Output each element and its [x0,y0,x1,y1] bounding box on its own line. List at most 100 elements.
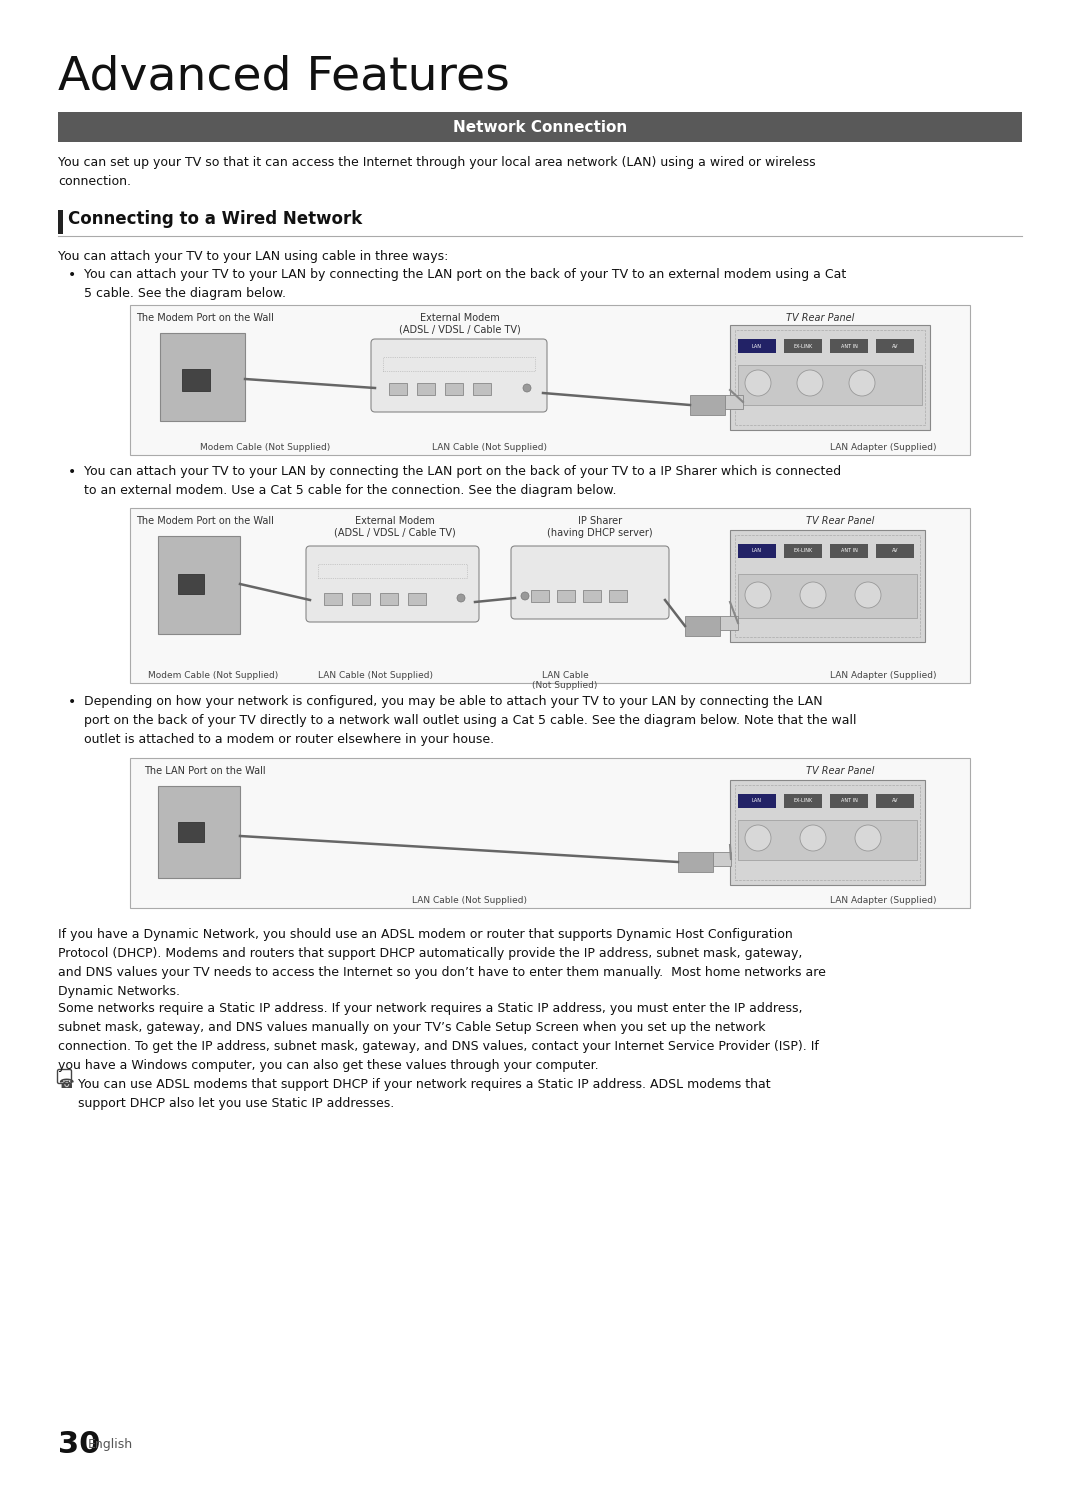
Text: Depending on how your network is configured, you may be able to attach your TV t: Depending on how your network is configu… [84,695,856,746]
Bar [784,793,822,808]
Bar [784,339,822,353]
Circle shape [800,825,826,852]
Text: LAN: LAN [752,548,762,553]
Bar [735,784,920,880]
Text: IP Sharer
(having DHCP server): IP Sharer (having DHCP server) [548,515,652,538]
Text: •: • [68,465,77,480]
Bar [531,590,549,602]
Bar [685,616,720,636]
Circle shape [745,825,771,852]
Bar [738,574,917,619]
Text: EX-LINK: EX-LINK [794,344,812,348]
Bar [784,544,822,557]
Bar [876,339,914,353]
Bar [730,780,924,884]
Bar [876,793,914,808]
Text: ANT IN: ANT IN [840,344,858,348]
Text: ANT IN: ANT IN [840,548,858,553]
Bar [130,757,970,908]
Bar [831,544,868,557]
Circle shape [855,825,881,852]
Text: Modem Cable (Not Supplied): Modem Cable (Not Supplied) [148,671,279,680]
Bar [713,852,731,867]
Bar [158,536,240,633]
Text: EX-LINK: EX-LINK [794,548,812,553]
Text: LAN Adapter (Supplied): LAN Adapter (Supplied) [831,896,936,905]
Text: LAN Adapter (Supplied): LAN Adapter (Supplied) [831,444,936,453]
Text: LAN Cable: LAN Cable [542,671,589,680]
Bar [557,590,575,602]
Text: English: English [87,1439,133,1451]
Text: You can attach your TV to your LAN using cable in three ways:: You can attach your TV to your LAN using… [58,249,448,263]
Text: Advanced Features: Advanced Features [58,55,510,100]
Text: LAN Cable (Not Supplied): LAN Cable (Not Supplied) [432,444,548,453]
Text: External Modem
(ADSL / VDSL / Cable TV): External Modem (ADSL / VDSL / Cable TV) [400,314,521,335]
Text: LAN Cable (Not Supplied): LAN Cable (Not Supplied) [318,671,432,680]
Text: •: • [68,267,77,282]
Text: 30: 30 [58,1430,100,1460]
FancyBboxPatch shape [372,339,546,412]
Text: Modem Cable (Not Supplied): Modem Cable (Not Supplied) [200,444,330,453]
Circle shape [797,371,823,396]
Bar [473,382,491,394]
Text: The Modem Port on the Wall: The Modem Port on the Wall [136,314,274,323]
Bar [738,365,922,405]
Bar [389,382,407,394]
Text: TV Rear Panel: TV Rear Panel [806,515,874,526]
Text: Connecting to a Wired Network: Connecting to a Wired Network [68,211,362,229]
Text: LAN Adapter (Supplied): LAN Adapter (Supplied) [831,671,936,680]
Bar [318,565,467,578]
Bar [738,339,777,353]
Text: •: • [68,695,77,710]
Text: (Not Supplied): (Not Supplied) [532,681,597,690]
Bar [417,382,435,394]
Circle shape [457,595,465,602]
Bar [725,394,743,409]
Bar [408,593,426,605]
Text: You can attach your TV to your LAN by connecting the LAN port on the back of you: You can attach your TV to your LAN by co… [84,465,841,498]
Bar [58,112,1022,142]
Bar [324,593,342,605]
Bar [130,305,970,456]
Circle shape [521,592,529,601]
Circle shape [849,371,875,396]
Bar [735,330,924,424]
Bar [678,852,713,872]
Text: AV: AV [892,798,899,804]
Text: You can attach your TV to your LAN by connecting the LAN port on the back of you: You can attach your TV to your LAN by co… [84,267,847,300]
Bar [831,793,868,808]
Text: AV: AV [892,344,899,348]
Bar [738,793,777,808]
Circle shape [800,583,826,608]
Text: ☎: ☎ [58,1079,73,1091]
Text: ANT IN: ANT IN [840,798,858,804]
Bar [183,369,210,391]
Bar [158,786,240,878]
Bar [876,544,914,557]
Text: External Modem
(ADSL / VDSL / Cable TV): External Modem (ADSL / VDSL / Cable TV) [334,515,456,538]
Text: EX-LINK: EX-LINK [794,798,812,804]
FancyBboxPatch shape [306,545,480,622]
Bar [583,590,600,602]
Bar [735,535,920,636]
Circle shape [855,583,881,608]
Text: TV Rear Panel: TV Rear Panel [786,314,854,323]
Bar [738,544,777,557]
Bar [380,593,399,605]
Bar [58,211,63,235]
Bar [609,590,627,602]
Text: The Modem Port on the Wall: The Modem Port on the Wall [136,515,274,526]
Text: If you have a Dynamic Network, you should use an ADSL modem or router that suppo: If you have a Dynamic Network, you shoul… [58,928,826,998]
Text: Some networks require a Static IP address. If your network requires a Static IP : Some networks require a Static IP addres… [58,1002,819,1073]
Bar [720,616,738,630]
Bar [730,326,930,430]
FancyBboxPatch shape [511,545,669,619]
Text: The LAN Port on the Wall: The LAN Port on the Wall [145,766,266,775]
Circle shape [523,384,531,391]
Bar [178,574,204,595]
Text: Network Connection: Network Connection [453,120,627,134]
Text: LAN: LAN [752,798,762,804]
Bar [178,822,204,843]
Text: LAN: LAN [752,344,762,348]
Bar [730,530,924,642]
